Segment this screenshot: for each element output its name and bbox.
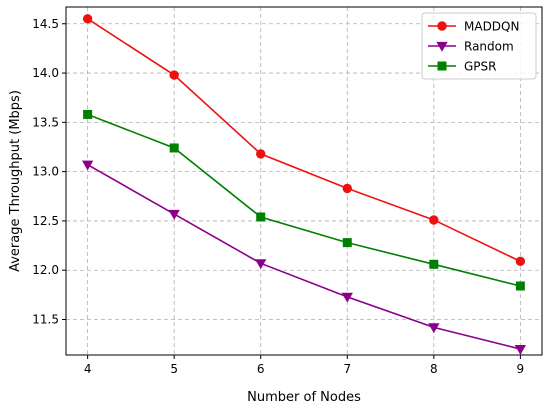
- y-tick-label: 12.0: [32, 263, 59, 277]
- data-point-gpsr: [429, 259, 439, 269]
- legend-marker-maddqn: [437, 21, 447, 31]
- x-axis-ticks: 4 5 6 7 8 9: [84, 355, 524, 376]
- legend-box: [421, 12, 537, 80]
- data-point-gpsr: [169, 143, 179, 153]
- legend-label-maddqn: MADDQN: [464, 20, 519, 34]
- x-tick-label: 6: [257, 362, 265, 376]
- data-point-maddqn: [515, 256, 526, 267]
- y-tick-label: 14.5: [32, 17, 59, 31]
- data-point-random: [428, 323, 440, 334]
- legend-marker-gpsr: [437, 61, 447, 71]
- x-tick-label: 8: [430, 362, 438, 376]
- data-point-random: [255, 259, 267, 270]
- legend-marker-random: [436, 41, 448, 52]
- series-random: [81, 160, 527, 355]
- data-point-gpsr: [256, 212, 266, 222]
- y-tick-label: 13.5: [32, 115, 59, 129]
- data-point-gpsr: [83, 109, 93, 119]
- x-tick-label: 5: [170, 362, 178, 376]
- series-maddqn: [82, 14, 526, 267]
- data-point-random: [168, 209, 180, 220]
- data-point-random: [81, 160, 94, 171]
- data-point-gpsr: [342, 238, 352, 248]
- data-point-gpsr: [515, 281, 525, 291]
- series-gpsr: [83, 109, 525, 291]
- data-point-maddqn: [82, 14, 93, 24]
- grid-lines: [66, 7, 542, 355]
- data-point-random: [341, 292, 353, 303]
- data-point-maddqn: [342, 183, 352, 194]
- y-tick-label: 12.5: [32, 214, 59, 228]
- legend-label-random: Random: [464, 40, 514, 54]
- x-tick-label: 7: [343, 362, 351, 376]
- y-axis-label: Average Throughput (Mbps): [8, 90, 23, 272]
- legend-label-gpsr: GPSR: [464, 60, 497, 74]
- x-tick-label: 9: [517, 362, 525, 376]
- data-point-maddqn: [256, 149, 266, 159]
- series-layer: [81, 14, 527, 355]
- y-tick-label: 14.0: [32, 66, 59, 80]
- x-tick-label: 4: [84, 362, 92, 376]
- series-line-random: [87, 164, 521, 350]
- y-axis-ticks: 11.5 12.0 12.5 13.0 13.5 14.0 14.5: [32, 17, 66, 327]
- data-point-maddqn: [429, 215, 439, 225]
- y-tick-label: 11.5: [32, 313, 59, 327]
- data-point-random: [514, 344, 527, 355]
- x-axis-label: Number of Nodes: [247, 390, 361, 405]
- plot-area-frame: [65, 6, 543, 356]
- series-line-maddqn: [87, 18, 521, 263]
- data-point-maddqn: [169, 70, 179, 80]
- series-line-gpsr: [87, 113, 521, 287]
- legend: MADDQN Random GPSR: [421, 12, 537, 80]
- y-tick-label: 13.0: [32, 165, 59, 179]
